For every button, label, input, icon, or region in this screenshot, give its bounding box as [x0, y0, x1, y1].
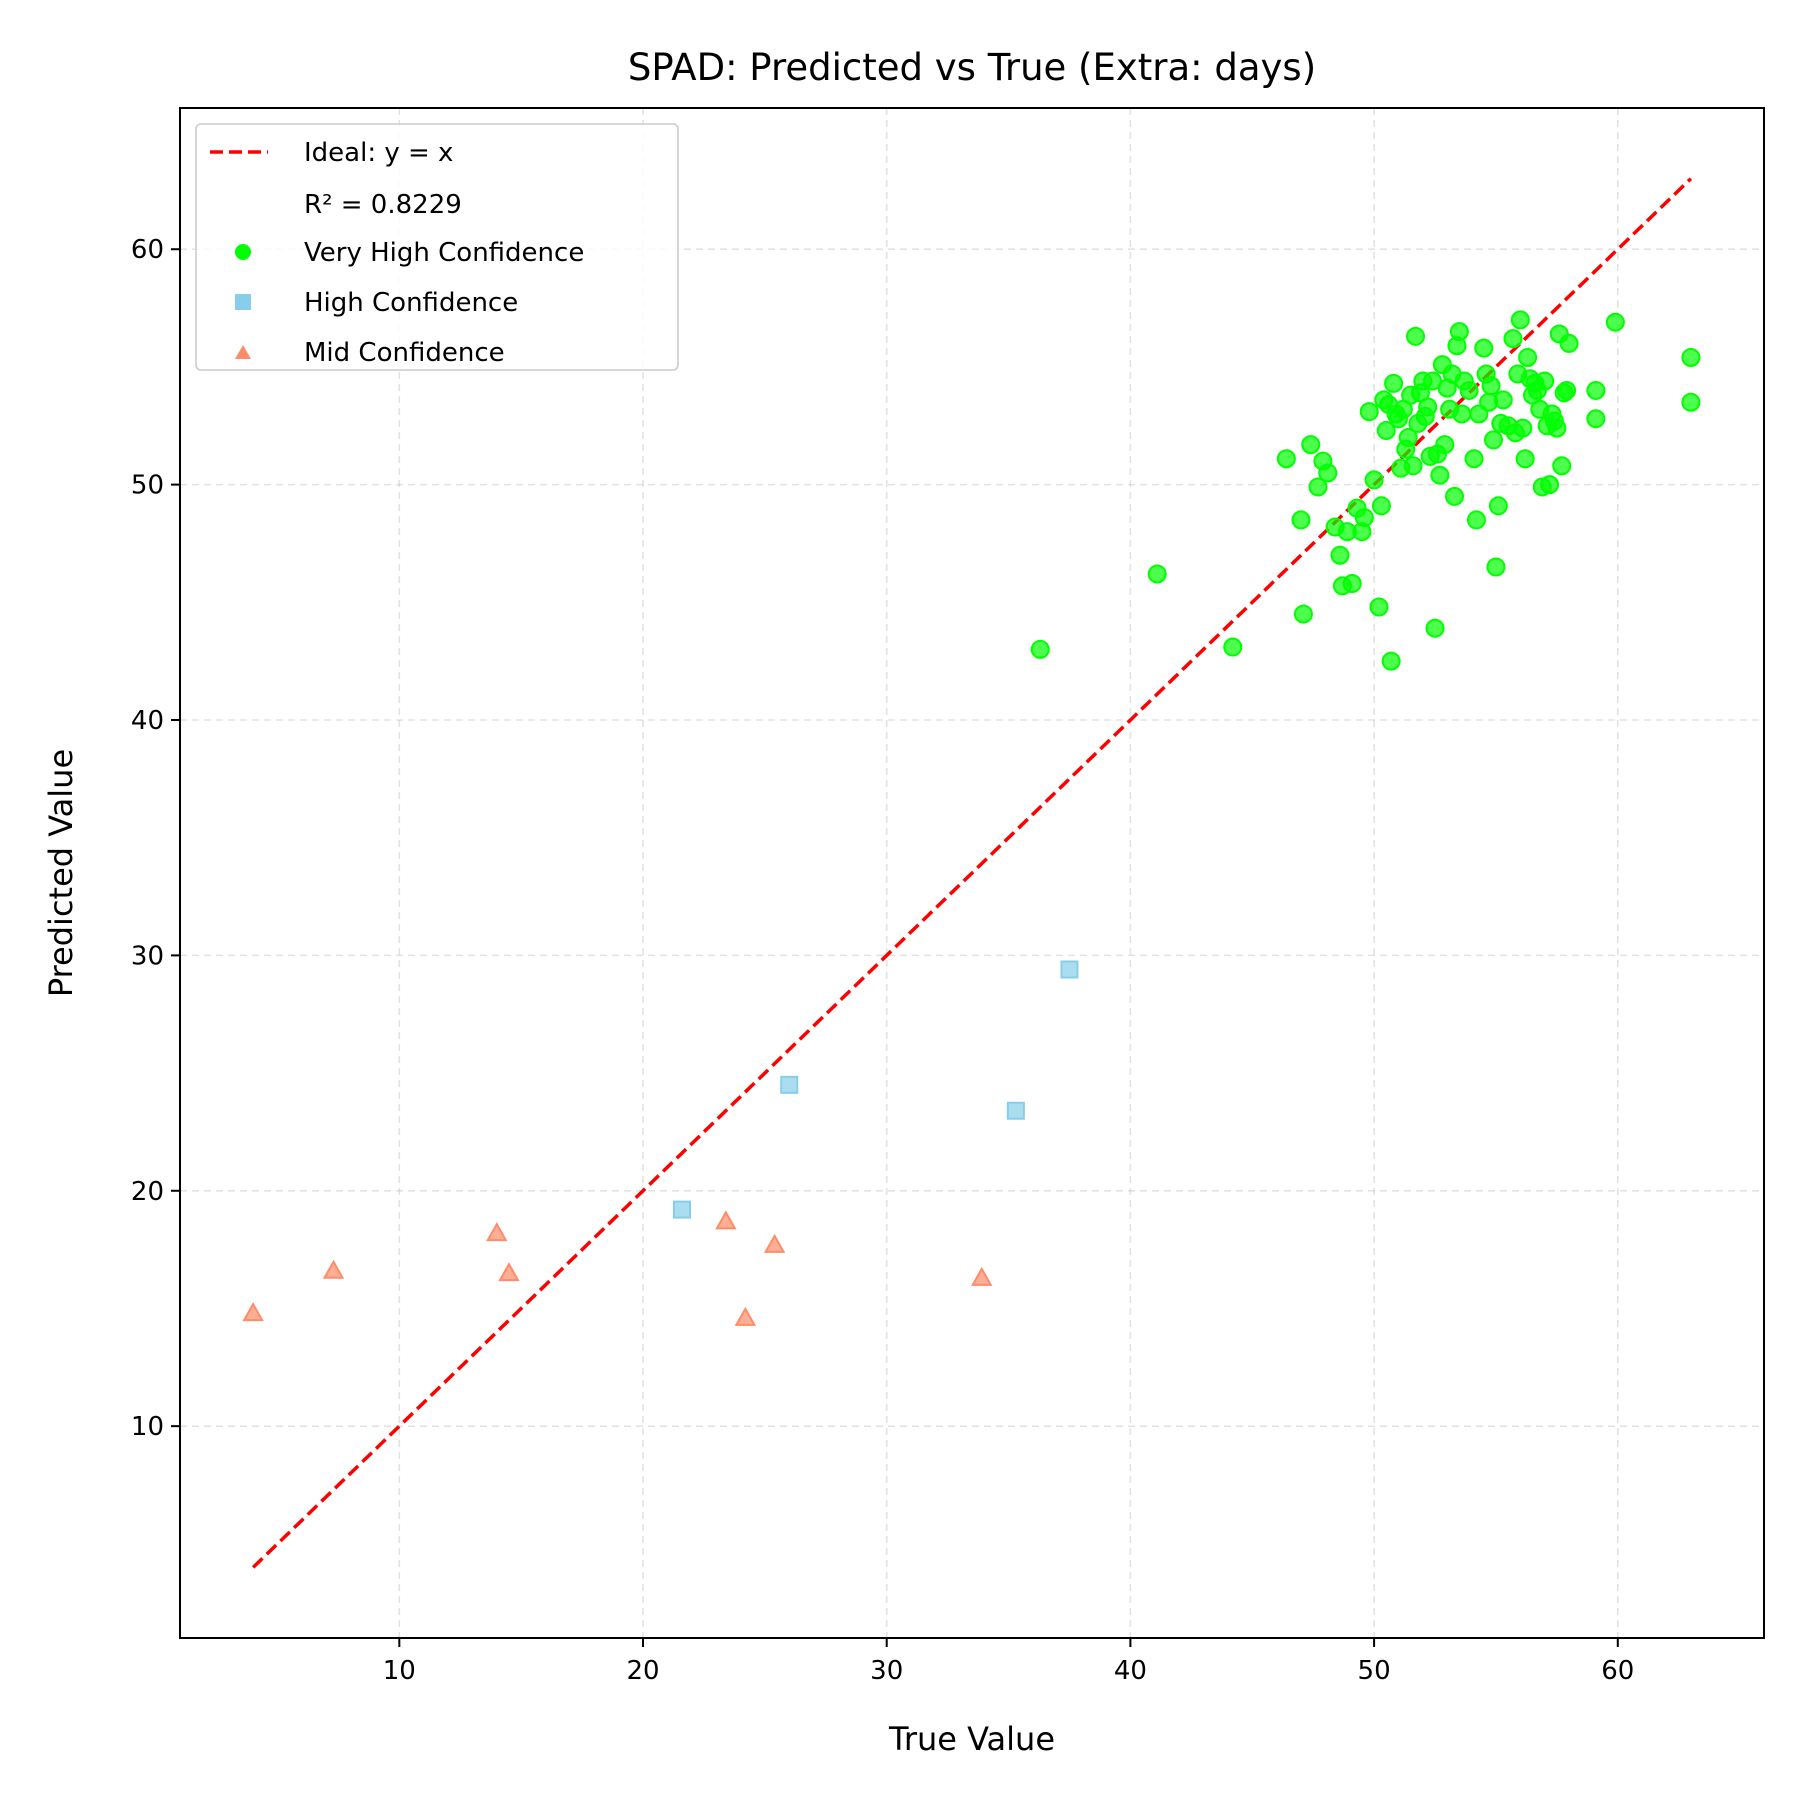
x-tick-label: 20 [626, 1656, 659, 1686]
point-mid-confidence [971, 1266, 993, 1286]
point-mid-confidence [242, 1302, 264, 1322]
point-very-high-confidence [1464, 449, 1484, 469]
point-mid-confidence [715, 1210, 737, 1230]
point-high-confidence [673, 1200, 692, 1219]
x-tick-label: 50 [1358, 1656, 1391, 1686]
point-very-high-confidence [1403, 456, 1423, 476]
x-tick-label: 30 [870, 1656, 903, 1686]
legend-mid-marker [235, 345, 251, 359]
point-very-high-confidence [1518, 348, 1538, 368]
legend-high-marker [235, 294, 251, 310]
point-very-high-confidence [1318, 463, 1338, 483]
point-very-high-confidence [1359, 402, 1379, 422]
point-very-high-confidence [1276, 449, 1296, 469]
point-very-high-confidence [1681, 392, 1701, 412]
point-very-high-confidence [1330, 545, 1350, 565]
x-tick-label: 40 [1114, 1656, 1147, 1686]
point-high-confidence [780, 1075, 799, 1094]
y-tick-label: 10 [131, 1412, 164, 1442]
point-very-high-confidence [1364, 470, 1384, 490]
point-very-high-confidence [1474, 338, 1494, 358]
plot-frame [179, 107, 1765, 1639]
point-very-high-confidence [1535, 371, 1555, 391]
x-tick-label: 60 [1601, 1656, 1634, 1686]
point-very-high-confidence [1147, 564, 1167, 584]
point-very-high-confidence [1398, 428, 1418, 448]
axis-ticks: 10 20 30 40 50 60 10 20 30 40 50 60 [131, 235, 1634, 1686]
point-very-high-confidence [1586, 409, 1606, 429]
legend-label-mid: Mid Confidence [304, 338, 505, 368]
series-high-confidence [673, 960, 1079, 1219]
legend-very-high-marker [235, 244, 251, 260]
legend-label-ideal: Ideal: y = x [304, 138, 453, 168]
legend-r2-annotation: R² = 0.8229 [304, 190, 462, 220]
y-tick-label: 40 [131, 706, 164, 736]
x-tick-label: 10 [383, 1656, 416, 1686]
legend: Ideal: y = x R² = 0.8229 Very High Confi… [195, 123, 679, 371]
point-very-high-confidence [1466, 510, 1486, 530]
point-very-high-confidence [1452, 404, 1472, 424]
point-very-high-confidence [1486, 557, 1506, 577]
point-mid-confidence [322, 1259, 345, 1279]
y-tick-label: 60 [131, 235, 164, 265]
point-very-high-confidence [1557, 380, 1577, 400]
point-very-high-confidence [1559, 333, 1579, 353]
point-very-high-confidence [1547, 418, 1567, 438]
point-very-high-confidence [1605, 312, 1625, 332]
point-very-high-confidence [1308, 477, 1328, 497]
point-high-confidence [1006, 1101, 1025, 1120]
series-very-high-confidence [1030, 310, 1701, 671]
y-tick-label: 30 [131, 941, 164, 971]
y-axis-label: Predicted Value [42, 749, 80, 997]
point-very-high-confidence [1418, 397, 1438, 417]
y-tick-label: 20 [131, 1177, 164, 1207]
y-tick-label: 50 [131, 471, 164, 501]
point-very-high-confidence [1354, 508, 1374, 528]
point-very-high-confidence [1540, 475, 1560, 495]
point-very-high-confidence [1223, 637, 1243, 657]
point-very-high-confidence [1371, 496, 1391, 516]
grid [180, 108, 1764, 1638]
point-very-high-confidence [1293, 604, 1313, 624]
point-very-high-confidence [1425, 618, 1445, 638]
point-mid-confidence [498, 1262, 520, 1282]
point-very-high-confidence [1449, 322, 1469, 342]
point-very-high-confidence [1376, 420, 1396, 440]
series-mid-confidence [242, 1210, 993, 1326]
point-very-high-confidence [1681, 348, 1701, 368]
point-very-high-confidence [1406, 326, 1426, 346]
point-very-high-confidence [1515, 449, 1535, 469]
legend-label-high: High Confidence [304, 288, 518, 318]
point-very-high-confidence [1484, 430, 1504, 450]
point-very-high-confidence [1301, 435, 1321, 455]
point-very-high-confidence [1369, 597, 1389, 617]
point-mid-confidence [486, 1222, 508, 1242]
point-very-high-confidence [1513, 418, 1533, 438]
point-very-high-confidence [1430, 465, 1450, 485]
point-mid-confidence [734, 1306, 757, 1326]
chart-title: SPAD: Predicted vs True (Extra: days) [628, 46, 1316, 89]
point-very-high-confidence [1435, 435, 1455, 455]
legend-label-very-high: Very High Confidence [304, 238, 584, 268]
point-very-high-confidence [1481, 376, 1501, 396]
point-high-confidence [1060, 960, 1079, 979]
point-very-high-confidence [1488, 496, 1508, 516]
point-very-high-confidence [1291, 510, 1311, 530]
point-very-high-confidence [1342, 573, 1362, 593]
point-very-high-confidence [1586, 380, 1606, 400]
point-very-high-confidence [1503, 329, 1523, 349]
point-very-high-confidence [1510, 310, 1530, 330]
data-points [242, 310, 1701, 1326]
point-very-high-confidence [1445, 486, 1465, 506]
point-very-high-confidence [1459, 380, 1479, 400]
point-very-high-confidence [1381, 651, 1401, 671]
point-very-high-confidence [1552, 456, 1572, 476]
point-mid-confidence [763, 1233, 786, 1253]
legend-frame [195, 123, 679, 371]
x-axis-label: True Value [888, 1720, 1055, 1758]
point-very-high-confidence [1384, 373, 1404, 393]
point-very-high-confidence [1493, 390, 1513, 410]
point-very-high-confidence [1030, 639, 1050, 659]
